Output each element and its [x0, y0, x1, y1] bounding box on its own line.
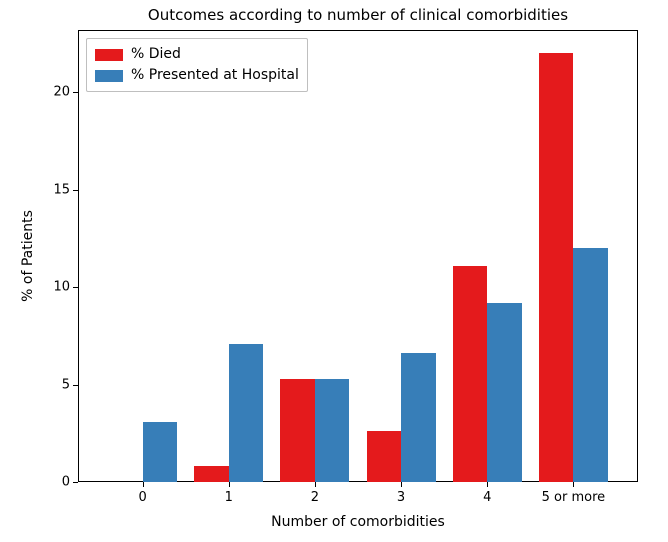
- bar: [401, 353, 435, 482]
- y-tick-label: 15: [53, 182, 70, 197]
- bar: [143, 422, 177, 482]
- bar: [367, 431, 401, 482]
- figure: Outcomes according to number of clinical…: [0, 0, 668, 542]
- bar: [280, 379, 314, 482]
- x-tick: [401, 482, 402, 487]
- x-axis-label: Number of comorbidities: [271, 514, 445, 530]
- y-tick: [73, 190, 78, 191]
- bar: [194, 466, 228, 482]
- chart-title: Outcomes according to number of clinical…: [148, 6, 568, 24]
- legend: % Died% Presented at Hospital: [86, 38, 308, 92]
- y-tick-label: 0: [62, 475, 70, 490]
- x-tick: [229, 482, 230, 487]
- y-tick: [73, 92, 78, 93]
- y-tick-label: 5: [62, 377, 70, 392]
- x-tick-label: 1: [225, 490, 233, 505]
- y-tick-label: 20: [53, 85, 70, 100]
- x-tick: [315, 482, 316, 487]
- spine-left: [78, 30, 79, 482]
- legend-label: % Died: [131, 44, 181, 65]
- bar: [229, 344, 263, 482]
- x-tick: [143, 482, 144, 487]
- y-tick: [73, 287, 78, 288]
- y-tick-label: 10: [53, 280, 70, 295]
- spine-right: [637, 30, 638, 482]
- legend-swatch: [95, 70, 123, 82]
- spine-top: [78, 30, 638, 31]
- x-tick-label: 5 or more: [542, 490, 606, 505]
- legend-row: % Presented at Hospital: [95, 65, 299, 86]
- legend-row: % Died: [95, 44, 299, 65]
- bar: [315, 379, 349, 482]
- bar: [453, 266, 487, 482]
- x-tick: [573, 482, 574, 487]
- y-tick: [73, 385, 78, 386]
- x-tick-label: 3: [397, 490, 405, 505]
- legend-label: % Presented at Hospital: [131, 65, 299, 86]
- x-tick: [487, 482, 488, 487]
- y-axis-label: % of Patients: [20, 210, 36, 302]
- bar: [573, 248, 607, 482]
- x-tick-label: 4: [483, 490, 491, 505]
- x-tick-label: 2: [311, 490, 319, 505]
- bar: [487, 303, 521, 482]
- bar: [539, 53, 573, 482]
- x-tick-label: 0: [138, 490, 146, 505]
- y-tick: [73, 482, 78, 483]
- legend-swatch: [95, 49, 123, 61]
